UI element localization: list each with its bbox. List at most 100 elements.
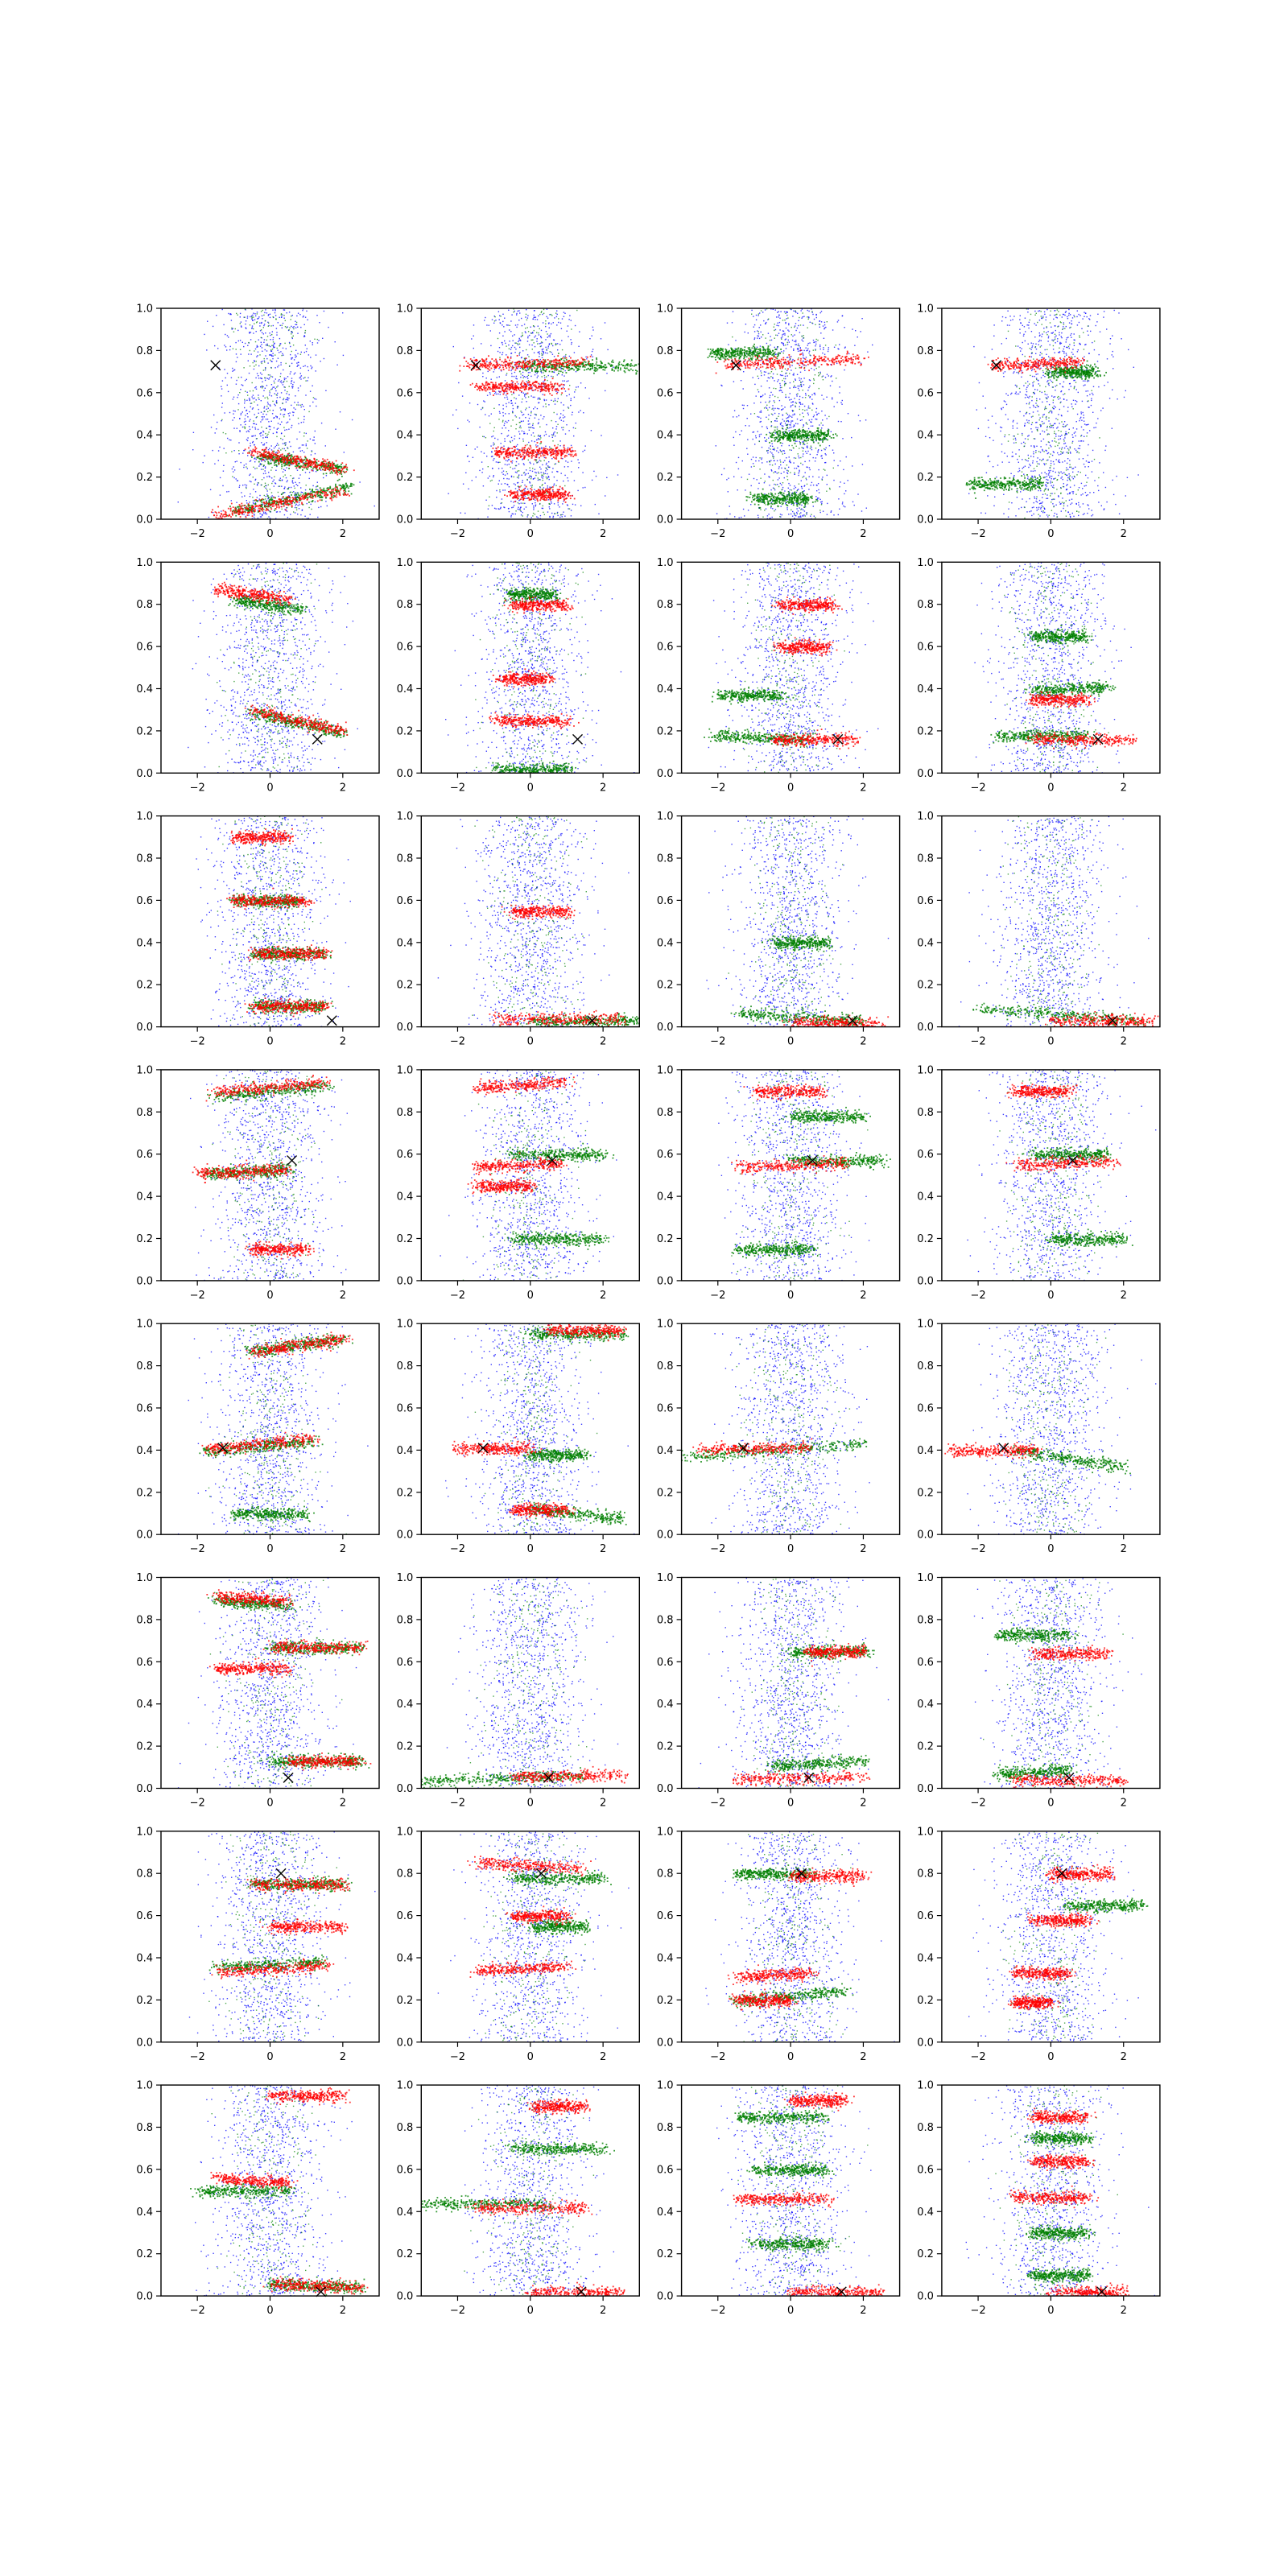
blue-point (311, 368, 312, 369)
blue-point (516, 376, 517, 377)
red-point (539, 361, 540, 363)
blue-point (527, 315, 528, 316)
blue-point (531, 517, 532, 518)
green-point (494, 316, 495, 317)
green-point (491, 480, 492, 481)
green-point (303, 493, 305, 495)
blue-point (504, 425, 505, 426)
red-point (279, 498, 280, 500)
green-point (254, 500, 256, 502)
red-point (506, 456, 507, 458)
green-point (264, 486, 265, 487)
green-point (619, 361, 621, 363)
green-point (548, 467, 549, 468)
red-point (499, 364, 501, 365)
blue-point (531, 359, 532, 360)
blue-point (271, 445, 272, 446)
red-point (272, 501, 274, 502)
green-point (546, 376, 547, 377)
green-point (555, 485, 556, 486)
blue-point (511, 402, 512, 403)
green-point (231, 451, 232, 452)
blue-point (244, 495, 245, 496)
red-point (262, 449, 264, 451)
blue-point (290, 346, 291, 347)
blue-point (493, 371, 494, 372)
green-point (238, 377, 239, 378)
green-point (268, 497, 270, 498)
red-point (555, 361, 556, 363)
green-point (276, 402, 277, 403)
red-point (490, 382, 492, 383)
red-point (297, 456, 299, 458)
red-point (258, 508, 260, 510)
red-point (338, 469, 340, 471)
blue-point (302, 444, 303, 445)
red-point (487, 364, 489, 365)
blue-point (583, 487, 584, 488)
blue-point (484, 436, 485, 437)
blue-point (510, 516, 511, 517)
blue-point (530, 411, 531, 412)
blue-point (560, 402, 561, 403)
blue-point (508, 310, 509, 311)
blue-point (223, 465, 224, 466)
green-point (488, 466, 489, 467)
red-point (514, 365, 516, 366)
red-point (546, 369, 547, 370)
blue-point (241, 413, 242, 414)
blue-point (549, 506, 550, 507)
blue-point (241, 377, 242, 378)
green-point (620, 369, 621, 371)
green-point (572, 368, 573, 369)
blue-point (503, 506, 504, 507)
blue-point (242, 452, 243, 453)
blue-point (278, 381, 279, 382)
red-point (543, 364, 545, 365)
blue-point (547, 348, 548, 349)
blue-point (234, 369, 235, 370)
blue-point (207, 321, 208, 322)
green-point (346, 485, 348, 486)
blue-point (548, 404, 549, 405)
blue-point (555, 463, 556, 464)
green-point (534, 342, 535, 343)
green-point (543, 473, 544, 474)
red-point (518, 452, 520, 454)
blue-point (261, 442, 262, 443)
blue-point (221, 420, 222, 421)
red-point (259, 454, 261, 456)
green-point (256, 468, 257, 469)
blue-point (556, 414, 557, 415)
blue-point (293, 326, 294, 327)
green-point (330, 473, 332, 474)
blue-point (271, 395, 272, 396)
red-point (241, 503, 242, 505)
red-point (287, 499, 288, 501)
blue-point (244, 407, 245, 408)
blue-point (533, 319, 534, 320)
red-point (315, 496, 316, 497)
green-point (564, 485, 565, 486)
blue-point (487, 395, 488, 396)
red-point (330, 468, 332, 469)
blue-point (562, 374, 563, 375)
x-marker (211, 361, 221, 370)
green-point (244, 317, 245, 318)
blue-point (559, 440, 560, 441)
red-point (266, 456, 267, 458)
red-point (531, 388, 533, 390)
green-point (519, 422, 520, 423)
blue-point (282, 480, 283, 481)
green-point (270, 325, 271, 326)
blue-point (292, 482, 293, 483)
blue-point (525, 417, 526, 418)
blue-point (546, 463, 547, 464)
blue-point (528, 473, 529, 474)
blue-point (261, 378, 262, 379)
blue-point (582, 451, 583, 452)
blue-point (279, 397, 280, 398)
green-point (339, 485, 341, 486)
blue-point (260, 386, 261, 387)
blue-point (552, 517, 553, 518)
